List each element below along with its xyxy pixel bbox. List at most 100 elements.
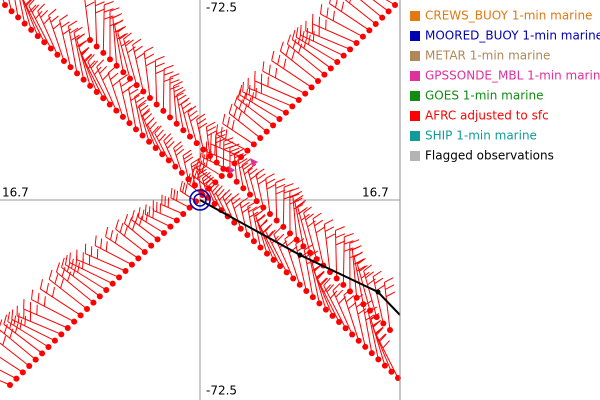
wind-barb (0, 369, 17, 380)
wind-barb-flag (141, 110, 151, 118)
wind-barb (48, 279, 88, 310)
wind-barb-flag (320, 4, 323, 15)
wind-barb (115, 228, 146, 253)
wind-barb-flag (190, 114, 199, 122)
wind-barb (162, 68, 165, 111)
wind-barb (359, 0, 383, 19)
wind-barb-flag (173, 81, 183, 87)
wind-barb-flag (239, 162, 249, 169)
wind-barb-flag (37, 292, 40, 303)
wind-barb-flag (348, 302, 357, 310)
wind-barb-flag (265, 223, 273, 232)
wind-barb-flag (139, 104, 149, 112)
wind-barb-flag (324, 219, 334, 225)
wind-barb-flag (135, 52, 145, 60)
wind-barb-flag (255, 209, 264, 217)
observation-point (388, 368, 395, 375)
wind-barb (262, 70, 306, 95)
observation-point (84, 306, 90, 312)
wind-barb (383, 282, 391, 331)
wind-barb-flag (55, 262, 61, 273)
observation-point (167, 114, 173, 121)
wind-barb (247, 87, 293, 107)
observation-point (21, 20, 28, 27)
observation-point (67, 64, 74, 71)
wind-barb (173, 85, 178, 124)
wind-barb (297, 206, 311, 253)
observation-point (87, 37, 93, 43)
wind-barb-flag (275, 178, 286, 184)
wind-barb-flag (17, 312, 20, 323)
observation-point (257, 244, 264, 251)
buoy-ring (193, 193, 207, 207)
observation-point (372, 21, 379, 27)
observation-point (359, 33, 366, 40)
observation-point (283, 269, 290, 276)
wind-barb-flag (184, 184, 188, 195)
wind-barb-flag (182, 102, 191, 110)
wind-barb-flag (385, 284, 395, 290)
wind-barb-flag (116, 33, 127, 40)
wind-barb-flag (180, 97, 190, 105)
observation-point (120, 69, 127, 76)
wind-barb-flag (255, 168, 265, 175)
wind-barb (375, 334, 399, 379)
wind-barb-flag (335, 226, 345, 231)
wind-barb-flag (144, 113, 153, 121)
wind-barb-flag (230, 193, 240, 201)
observation-point (315, 78, 321, 84)
wind-barb (118, 80, 130, 124)
wind-barb (237, 159, 244, 189)
wind-barb-flag (201, 162, 206, 173)
wind-barb-flag (170, 187, 173, 198)
wind-barb-flag (234, 148, 244, 155)
wind-barb (67, 26, 78, 74)
legend-swatch (410, 131, 420, 141)
wind-barb-flag (316, 270, 325, 279)
observation-point (200, 146, 207, 153)
wind-barb-flag (73, 26, 83, 33)
wind-barb-flag (319, 277, 328, 286)
wind-barb-flag (191, 165, 196, 176)
wind-barb-flag (174, 144, 183, 153)
wind-barb (102, 4, 105, 53)
wind-barb-flag (119, 74, 128, 81)
wind-barb-flag (291, 29, 296, 40)
wind-barb-flag (84, 53, 93, 63)
wind-barb-flag (243, 103, 248, 114)
wind-barb-flag (177, 94, 187, 101)
observation-point (240, 185, 247, 192)
wind-barb-flag (293, 204, 304, 210)
wind-barb-flag (292, 39, 297, 49)
wind-barb-flag (131, 220, 137, 231)
wind-barb (73, 32, 85, 80)
wind-barb-flag (234, 157, 245, 163)
wind-barb (334, 230, 338, 279)
wind-barb-flag (298, 43, 303, 54)
buoy-ring (189, 189, 211, 211)
wind-barb (332, 290, 353, 335)
observation-point (41, 39, 48, 46)
legend-swatch (410, 91, 420, 101)
wind-barb (154, 132, 170, 161)
observation-point (385, 8, 392, 15)
wind-barb-flag (112, 79, 121, 87)
wind-barb-flag (123, 226, 128, 237)
observation-point (353, 294, 360, 301)
wind-barb-flag (187, 105, 197, 113)
observation-point (220, 165, 227, 172)
wind-barb-flag (295, 27, 299, 38)
wind-barb-flag (189, 175, 193, 185)
wind-barb (84, 0, 91, 41)
wind-barb (363, 270, 378, 318)
wind-barb-flag (323, 284, 332, 293)
wind-barb-flag (247, 163, 257, 171)
observation-point (93, 43, 100, 50)
observation-point (250, 141, 257, 148)
wind-barb (14, 0, 19, 18)
wind-barb-flag (191, 176, 196, 187)
wind-barb (222, 123, 255, 145)
wind-barb-flag (68, 20, 78, 27)
wind-barb (31, 299, 75, 323)
track-point (297, 252, 303, 258)
